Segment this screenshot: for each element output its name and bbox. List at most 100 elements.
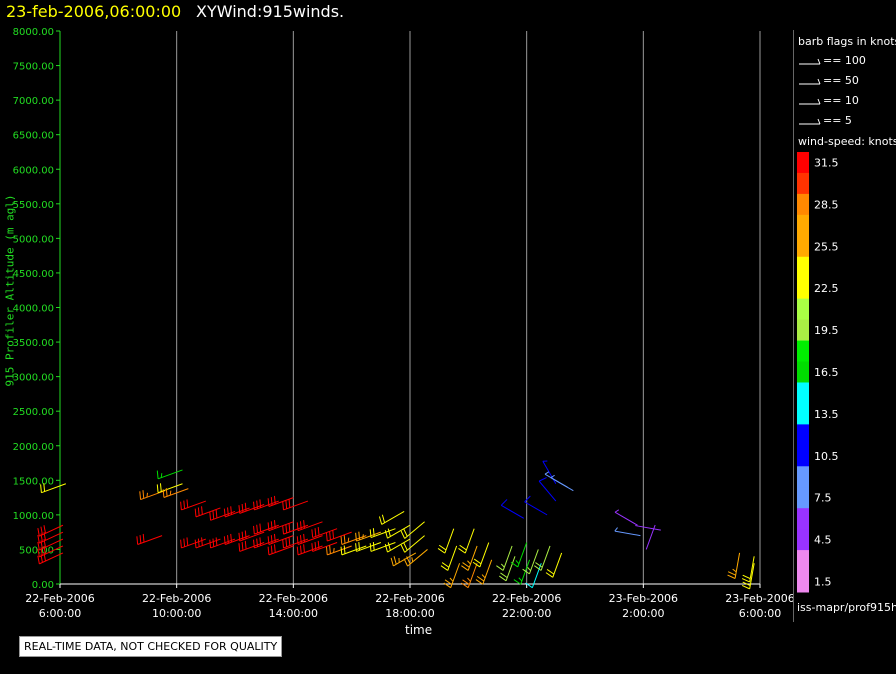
wind-barb <box>267 544 294 556</box>
colorbar-label: 22.5 <box>814 282 839 295</box>
wind-barb <box>136 533 163 545</box>
y-tick-label: 4500.00 <box>13 269 54 280</box>
wind-barb <box>635 525 661 531</box>
wind-barb <box>37 545 64 558</box>
wind-barb <box>282 499 309 511</box>
wind-barb <box>311 527 338 539</box>
y-tick-label: 8000.00 <box>13 27 54 38</box>
y-tick-label: 1500.00 <box>13 476 54 487</box>
colorbar-swatch <box>797 571 809 593</box>
colorbar-swatch <box>797 193 809 216</box>
wind-barb <box>443 563 461 589</box>
colorbar-swatch <box>797 340 809 363</box>
x-tick-label-date: 23-Feb-2006 <box>609 592 678 605</box>
colorbar-label: 10.5 <box>814 450 839 463</box>
wind-barb <box>355 531 382 542</box>
wind-barb <box>296 533 323 545</box>
wind-barb <box>40 483 67 494</box>
barb-legend-label: == 10 <box>823 94 859 107</box>
colorbar-label: 19.5 <box>814 324 839 337</box>
x-axis-label: time <box>405 623 433 637</box>
barb-legend-flag <box>817 98 821 105</box>
wind-barb <box>340 535 367 545</box>
colorbar-swatch <box>797 529 809 551</box>
y-tick-label: 5000.00 <box>13 234 54 245</box>
wind-barb <box>500 499 524 519</box>
colorbar-swatch <box>797 445 809 467</box>
wind-barb <box>440 545 458 571</box>
wind-barb <box>369 528 396 539</box>
wind-barb <box>194 506 221 518</box>
colorbar-label: 4.5 <box>814 534 832 547</box>
colorbar-swatch <box>797 403 809 425</box>
colorbar-swatch <box>797 172 809 195</box>
wind-barb <box>525 563 542 589</box>
wind-barb <box>727 552 741 579</box>
y-tick-label: 6500.00 <box>13 131 54 142</box>
wind-barb <box>325 530 352 542</box>
wind-barb <box>496 545 513 571</box>
wind-barb <box>325 545 352 556</box>
wind-barb <box>238 530 265 542</box>
colorbar-swatch <box>797 152 809 174</box>
wind-barb <box>267 520 294 532</box>
wind-barb <box>614 527 641 537</box>
colorbar-swatch <box>797 361 809 383</box>
colorbar-swatch <box>797 298 809 321</box>
colorbar-label: 1.5 <box>814 576 832 589</box>
wind-barb <box>437 528 455 554</box>
wind-barb <box>37 552 64 565</box>
y-tick-label: 5500.00 <box>13 200 54 211</box>
y-tick-label: 6000.00 <box>13 165 54 176</box>
wind-barb <box>267 495 294 507</box>
wind-barb <box>139 490 166 501</box>
colorbar-label: 7.5 <box>814 492 832 505</box>
wind-barb <box>472 542 490 568</box>
data-source-label: iss-mapr/prof915h <box>797 601 896 614</box>
legend-panel <box>793 30 896 622</box>
colorbar-swatch <box>797 235 809 258</box>
x-tick-label-date: 22-Feb-2006 <box>259 592 328 605</box>
barb-legend-flag <box>817 78 821 85</box>
wind-barb <box>384 524 411 539</box>
colorbar-swatch <box>797 487 809 509</box>
wind-barb <box>458 528 475 554</box>
wind-barb <box>741 563 755 590</box>
quality-notice: REAL-TIME DATA, NOT CHECKED FOR QUALITY <box>19 636 283 657</box>
x-tick-label-time: 22:00:00 <box>502 607 551 620</box>
y-tick-label: 7500.00 <box>13 62 54 73</box>
wind-barb <box>510 542 528 568</box>
barb-legend-label: == 50 <box>823 74 859 87</box>
colorbar-label: 13.5 <box>814 408 839 421</box>
y-tick-label: 3000.00 <box>13 373 54 384</box>
y-tick-label: 500.00 <box>19 545 54 556</box>
wind-barb <box>522 549 539 575</box>
wind-barb <box>355 541 382 552</box>
x-tick-label-time: 14:00:00 <box>269 607 318 620</box>
wind-barb <box>378 510 405 525</box>
wind-barb <box>524 495 548 516</box>
colorbar-label: 16.5 <box>814 366 839 379</box>
chart-title-date: 23-feb-2006,06:00:00 <box>6 2 182 21</box>
y-tick-label: 4000.00 <box>13 304 54 315</box>
wind-barb <box>513 559 531 585</box>
wind-barb <box>267 533 294 545</box>
x-tick-label-date: 22-Feb-2006 <box>375 592 444 605</box>
wind-barb <box>369 541 396 552</box>
windspeed-legend-title: wind-speed: knots <box>798 135 896 148</box>
y-tick-label: 7000.00 <box>13 96 54 107</box>
colorbar-label: 31.5 <box>814 156 839 169</box>
y-axis-label: 915 Profiler Altitude (m agl) <box>3 194 17 387</box>
x-tick-label-time: 6:00:00 <box>739 607 781 620</box>
x-tick-label-time: 2:00:00 <box>622 607 664 620</box>
colorbar-swatch <box>797 214 809 237</box>
barb-legend-label: == 5 <box>823 114 852 127</box>
barb-legend-flag <box>817 58 821 65</box>
colorbar-swatch <box>797 277 809 300</box>
colorbar-swatch <box>797 319 809 342</box>
barb-legend-title: barb flags in knots <box>798 35 896 48</box>
x-tick-label-date: 22-Feb-2006 <box>492 592 561 605</box>
chart-title-product: XYWind:915winds. <box>196 2 345 21</box>
y-tick-label: 2500.00 <box>13 407 54 418</box>
